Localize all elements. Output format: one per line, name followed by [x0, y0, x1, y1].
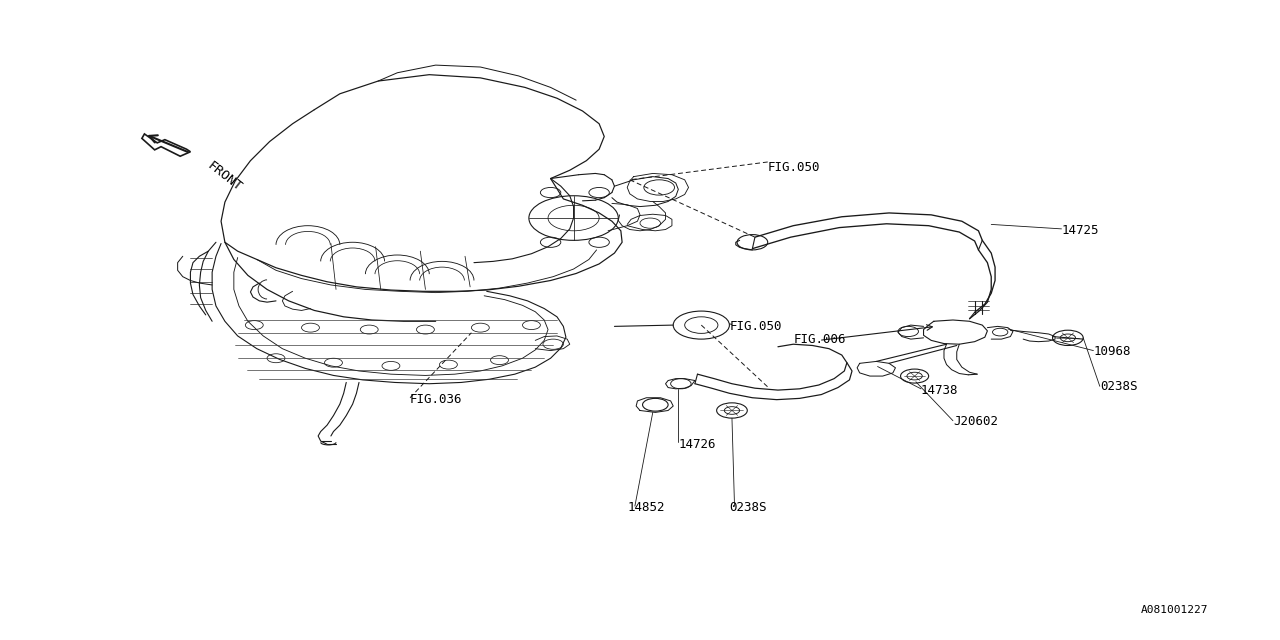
Text: J20602: J20602: [952, 415, 998, 428]
Text: 0238S: 0238S: [730, 502, 767, 515]
Text: A081001227: A081001227: [1140, 605, 1208, 615]
Text: FRONT: FRONT: [205, 159, 243, 194]
Text: FIG.036: FIG.036: [410, 393, 462, 406]
Text: 0238S: 0238S: [1100, 380, 1138, 394]
Text: 14738: 14738: [922, 383, 959, 397]
Text: 14726: 14726: [678, 438, 716, 451]
Polygon shape: [142, 134, 191, 156]
Text: 14725: 14725: [1061, 224, 1100, 237]
Text: FIG.050: FIG.050: [730, 320, 782, 333]
Text: 14852: 14852: [627, 502, 664, 515]
Text: FIG.006: FIG.006: [794, 333, 846, 346]
Text: FIG.050: FIG.050: [768, 161, 820, 173]
Text: 10968: 10968: [1093, 346, 1132, 358]
